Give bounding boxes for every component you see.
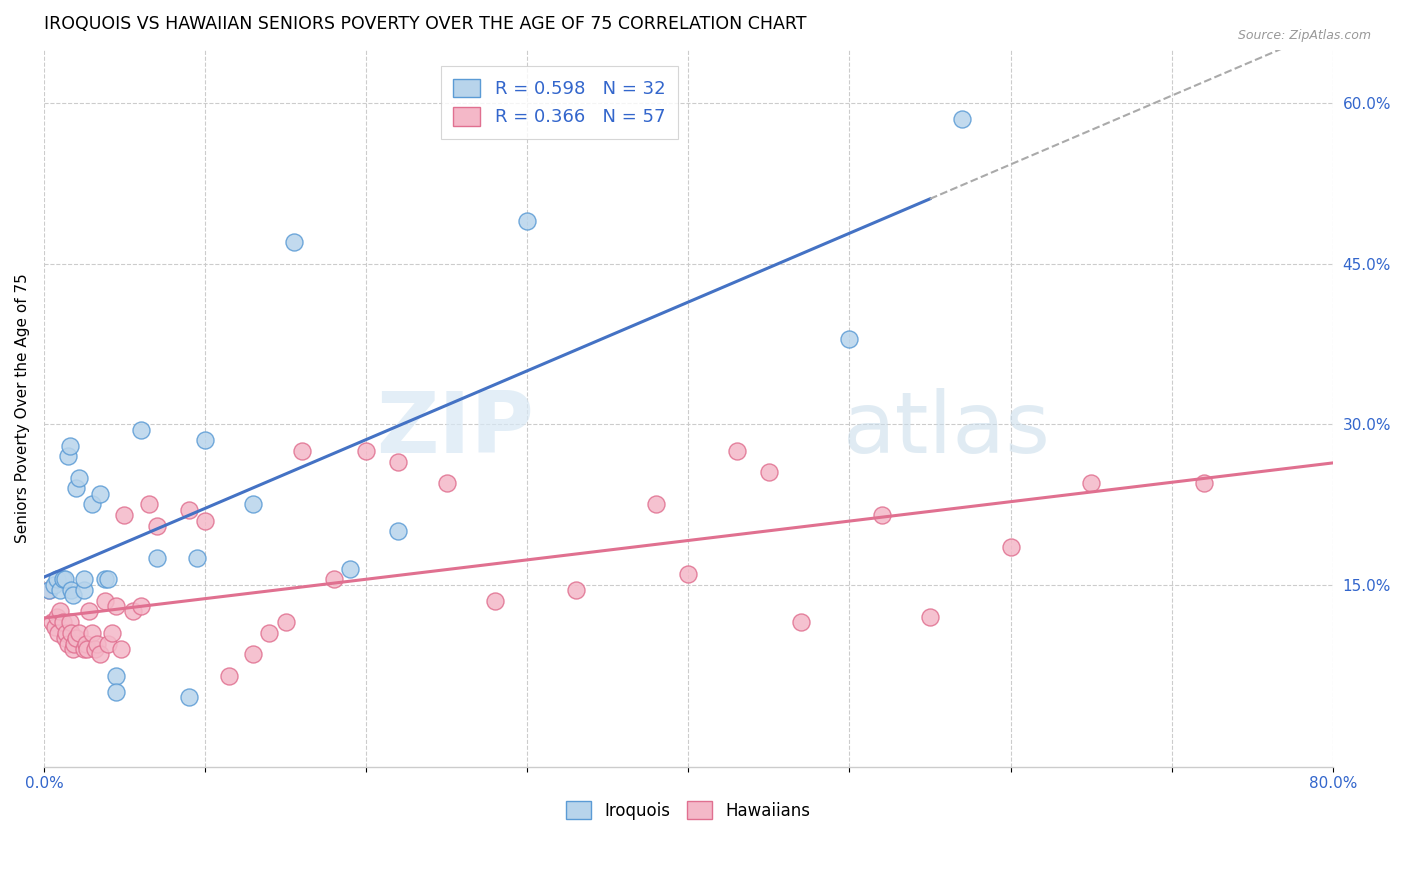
Point [339, 562, 361, 576]
Point [177, 503, 200, 517]
Point [55, 625, 77, 640]
Point [84, 641, 107, 656]
Point [218, 668, 240, 682]
Point [145, 519, 167, 533]
Point [53, 573, 76, 587]
Point [564, 582, 586, 597]
Point [41, 615, 63, 629]
Point [62, 588, 84, 602]
Point [129, 423, 152, 437]
Point [1080, 476, 1102, 491]
Point [73, 641, 96, 656]
Point [53, 631, 76, 645]
Point [65, 482, 87, 496]
Point [62, 641, 84, 656]
Point [45, 573, 67, 587]
Point [105, 684, 128, 698]
Point [758, 466, 780, 480]
Point [73, 582, 96, 597]
Point [59, 439, 82, 453]
Text: ZIP: ZIP [375, 388, 534, 471]
Point [129, 599, 152, 613]
Point [59, 615, 82, 629]
Point [97, 573, 120, 587]
Point [291, 444, 314, 458]
Point [65, 631, 87, 645]
Point [60, 582, 83, 597]
Point [645, 498, 668, 512]
Point [194, 434, 217, 448]
Point [45, 609, 67, 624]
Point [49, 604, 72, 618]
Point [56, 636, 79, 650]
Point [97, 636, 120, 650]
Point [242, 647, 264, 661]
Point [89, 647, 111, 661]
Point [60, 625, 83, 640]
Point [242, 498, 264, 512]
Point [52, 615, 75, 629]
Point [110, 641, 132, 656]
Point [75, 636, 97, 650]
Point [516, 214, 538, 228]
Point [725, 444, 748, 458]
Point [42, 578, 65, 592]
Point [105, 668, 128, 682]
Legend: Iroquois, Hawaiians: Iroquois, Hawaiians [560, 795, 817, 826]
Point [186, 551, 208, 566]
Point [100, 625, 122, 640]
Point [918, 609, 941, 624]
Point [94, 573, 117, 587]
Point [790, 615, 813, 629]
Point [838, 332, 860, 346]
Point [354, 444, 377, 458]
Point [1000, 541, 1022, 555]
Point [387, 524, 409, 539]
Point [145, 551, 167, 566]
Point [484, 593, 506, 607]
Point [77, 604, 100, 618]
Text: IROQUOIS VS HAWAIIAN SENIORS POVERTY OVER THE AGE OF 75 CORRELATION CHART: IROQUOIS VS HAWAIIAN SENIORS POVERTY OVE… [44, 15, 807, 33]
Point [678, 567, 700, 582]
Point [177, 690, 200, 704]
Point [44, 620, 66, 634]
Point [121, 604, 143, 618]
Point [73, 573, 96, 587]
Point [38, 582, 60, 597]
Point [387, 455, 409, 469]
Point [114, 508, 136, 523]
Point [105, 599, 128, 613]
Point [1192, 476, 1215, 491]
Point [82, 498, 104, 512]
Point [48, 625, 70, 640]
Point [950, 112, 973, 127]
Point [194, 514, 217, 528]
Point [63, 636, 86, 650]
Point [67, 625, 90, 640]
Point [56, 450, 79, 464]
Point [89, 487, 111, 501]
Point [67, 471, 90, 485]
Point [82, 625, 104, 640]
Point [52, 573, 75, 587]
Point [259, 625, 281, 640]
Text: atlas: atlas [844, 388, 1052, 471]
Text: Source: ZipAtlas.com: Source: ZipAtlas.com [1237, 29, 1371, 43]
Y-axis label: Seniors Poverty Over the Age of 75: Seniors Poverty Over the Age of 75 [15, 273, 30, 543]
Point [38, 582, 60, 597]
Point [283, 235, 305, 250]
Point [94, 593, 117, 607]
Point [49, 582, 72, 597]
Point [86, 636, 108, 650]
Point [76, 641, 98, 656]
Point [870, 508, 893, 523]
Point [436, 476, 458, 491]
Point [322, 573, 344, 587]
Point [138, 498, 160, 512]
Point [274, 615, 297, 629]
